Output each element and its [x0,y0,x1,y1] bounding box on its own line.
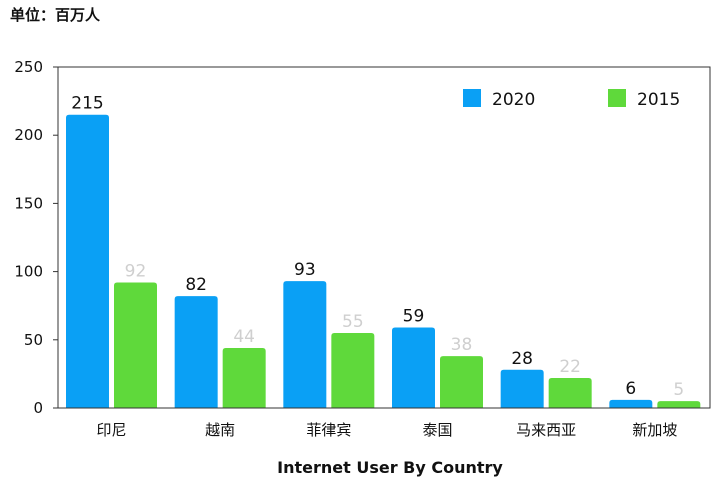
plot-area-frame [57,66,711,409]
data-label-2020: 93 [294,260,316,280]
y-tick-label: 250 [14,58,43,76]
bar-2020 [66,114,109,409]
legend-swatch-2020 [463,89,481,107]
legend-label-2020: 2020 [492,90,535,110]
y-tick-label: 200 [14,126,43,144]
bars-group [66,114,701,409]
data-label-2015: 22 [559,357,581,377]
legend-swatch-2015 [608,89,626,107]
bar-2015 [548,377,592,408]
data-label-2015: 38 [451,335,473,355]
data-label-2015: 5 [673,380,684,400]
bar-2020 [174,296,218,408]
unit-label: 单位：百万人 [10,6,101,24]
y-tick-label: 50 [24,331,43,349]
bar-2020 [283,281,327,408]
legend-label-2015: 2015 [637,90,680,110]
data-label-2020: 82 [185,275,207,295]
y-tick-label: 150 [14,194,43,212]
data-label-2015: 55 [342,312,364,332]
y-tick-label: 100 [14,263,43,281]
x-tick-label: 泰国 [422,421,452,439]
data-label-2015: 92 [125,262,147,282]
bar-2020 [609,399,653,408]
data-label-2020: 215 [71,94,103,114]
x-tick-label: 印尼 [96,421,126,439]
x-axis-title: Internet User By Country [277,458,503,477]
category-labels-group: 印尼 越南 菲律宾 泰国 马来西亚 新加坡 [96,421,677,439]
bar-2020 [392,327,435,408]
bar-2015 [114,282,157,408]
data-label-2020: 59 [403,307,425,327]
data-label-2020: 28 [511,349,533,369]
x-tick-label: 菲律宾 [306,421,351,439]
data-label-2015: 44 [233,327,255,347]
x-tick-label: 越南 [205,421,235,439]
bar-2015 [222,347,266,408]
data-label-2020: 6 [625,379,636,399]
value-labels-group: 215 92 82 44 93 55 59 38 28 22 6 5 [71,94,684,400]
y-tick-label: 0 [33,399,43,417]
y-axis: 0 50 100 150 200 250 [14,58,58,417]
bar-2020 [500,369,544,408]
x-tick-label: 马来西亚 [516,421,576,439]
bar-2015 [331,332,375,408]
bar-2015 [657,401,701,408]
x-tick-label: 新加坡 [632,421,677,439]
legend: 2020 2015 [463,89,680,110]
bar-2015 [440,356,483,408]
